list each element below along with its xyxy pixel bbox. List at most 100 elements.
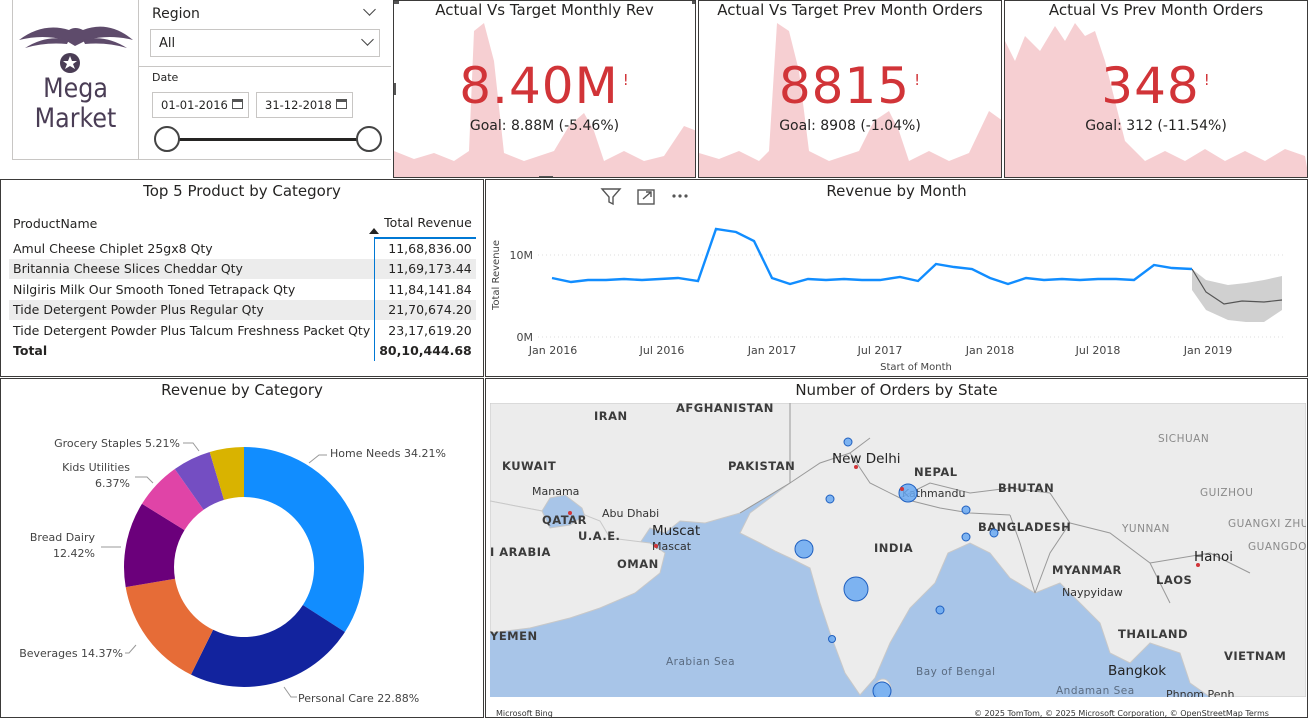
- column-header-product[interactable]: ProductName: [13, 215, 98, 231]
- slice-label-home-needs: Home Needs 34.21%: [330, 447, 446, 460]
- x-tick-label: Jan 2019: [1183, 344, 1232, 357]
- x-tick-label: Jan 2016: [528, 344, 577, 357]
- product-name: Tide Detergent Powder Plus Regular Qty: [9, 299, 375, 320]
- x-tick-label: Jul 2017: [857, 344, 903, 357]
- map-label-myanmar: MYANMAR: [1052, 563, 1122, 577]
- state-bubble[interactable]: [961, 532, 971, 542]
- capital-marker: [1196, 563, 1200, 567]
- logo-text: Mega Market: [21, 74, 131, 134]
- kpi-card-prev-month-orders[interactable]: Actual Vs Prev Month Orders 348! Goal: 3…: [1004, 0, 1308, 178]
- map-bubbles: [568, 437, 1200, 697]
- column-header-revenue[interactable]: Total Revenue: [374, 208, 476, 239]
- revenue-line: [551, 227, 1193, 286]
- state-bubble[interactable]: [794, 539, 814, 559]
- kpi-value: 8.40M!: [394, 57, 695, 115]
- map-label-kuwait: KUWAIT: [502, 459, 557, 473]
- end-date-calendar-icon[interactable]: [336, 99, 347, 109]
- capital-marker: [654, 544, 658, 548]
- donut-slice-grocery-staples[interactable]: [174, 452, 224, 510]
- leader-line: [308, 454, 327, 464]
- table-row[interactable]: Tide Detergent Powder Plus Talcum Freshn…: [9, 320, 476, 341]
- map-label-saudi-arabia: I ARABIA: [490, 545, 551, 559]
- table-row[interactable]: Tide Detergent Powder Plus Regular Qty 21…: [9, 299, 476, 320]
- start-date-calendar-icon[interactable]: [232, 99, 243, 109]
- kpi-alert-icon: !: [1203, 71, 1211, 90]
- map-label-bangkok: Bangkok: [1108, 663, 1167, 679]
- kpi-value: 8815!: [699, 57, 1001, 115]
- state-bubble[interactable]: [843, 576, 869, 602]
- kpi-title: Actual Vs Prev Month Orders: [1048, 1, 1264, 19]
- visual-title: Revenue by Month: [826, 182, 967, 200]
- state-bubble[interactable]: [828, 635, 836, 643]
- product-revenue: 11,68,836.00: [374, 238, 476, 259]
- map-label-bay-of-bengal: Bay of Bengal: [916, 666, 996, 678]
- product-revenue: 23,17,619.20: [374, 320, 476, 341]
- logo-panel: Mega Market: [12, 0, 139, 160]
- state-bubble[interactable]: [961, 505, 971, 515]
- state-bubble[interactable]: [898, 483, 918, 503]
- date-slider-end-handle[interactable]: [356, 126, 382, 152]
- y-axis-title: Total Revenue: [491, 240, 502, 311]
- table-row[interactable]: Amul Cheese Chiplet 25gx8 Qty 11,68,836.0…: [9, 238, 476, 259]
- map-land: [490, 403, 1306, 697]
- capital-marker: [854, 465, 858, 469]
- map-label-vietnam: VIETNAM: [1224, 649, 1287, 663]
- date-slider-track[interactable]: [165, 138, 370, 141]
- map-label-andaman-sea: Andaman Sea: [1056, 685, 1135, 697]
- map-label-kathmandu: Kathmandu: [902, 487, 966, 500]
- visual-header-icons: [600, 188, 688, 206]
- visual-title: Top 5 Product by Category: [143, 182, 341, 200]
- state-bubble[interactable]: [989, 528, 999, 538]
- map-label-nepal: NEPAL: [914, 465, 958, 479]
- product-name: Britannia Cheese Slices Cheddar Qty: [9, 258, 375, 279]
- kpi-alert-icon: !: [914, 71, 922, 90]
- kpi-goal: Goal: 8.88M (-5.46%): [469, 118, 620, 134]
- date-slider-start-handle[interactable]: [154, 126, 180, 152]
- map-label-muscat-local: Mascat: [652, 540, 692, 553]
- donut-slice-other[interactable]: [209, 447, 244, 500]
- state-bubble[interactable]: [843, 437, 853, 447]
- donut-slice-bread-dairy[interactable]: [124, 503, 185, 588]
- line-chart: Total Revenue 10M 0M Jan 2016 Jul 2016 J…: [491, 227, 1286, 373]
- map-label-phnom-penh: Phnom Penh: [1166, 688, 1235, 697]
- revenue-by-category-visual: Revenue by Category Home Needs 34.21% Pe…: [0, 378, 484, 718]
- capital-marker: [568, 511, 572, 515]
- product-revenue: 11,69,173.44: [374, 258, 476, 279]
- map-label-pakistan: PAKISTAN: [728, 459, 796, 473]
- table-row[interactable]: Nilgiris Milk Our Smooth Toned Tetrapack…: [9, 279, 476, 300]
- state-bubble[interactable]: [935, 605, 945, 615]
- filter-icon[interactable]: [600, 188, 622, 206]
- table-row[interactable]: Britannia Cheese Slices Cheddar Qty 11,69…: [9, 258, 476, 279]
- region-dropdown[interactable]: All: [150, 29, 380, 57]
- kpi-value-text: 8.40M: [459, 57, 619, 115]
- kpi-value-text: 8815: [778, 57, 911, 115]
- state-bubble[interactable]: [825, 494, 835, 504]
- donut-slice-home-needs[interactable]: [244, 447, 365, 632]
- sort-ascending-icon[interactable]: [369, 228, 379, 234]
- map-attribution[interactable]: © 2025 TomTom, © 2025 Microsoft Corporat…: [974, 709, 1269, 718]
- kpi-card-monthly-rev[interactable]: Actual Vs Target Monthly Rev 8.40M! Goal…: [393, 0, 696, 178]
- kpi-alert-icon: !: [622, 71, 630, 90]
- focus-mode-icon[interactable]: [637, 189, 655, 205]
- kpi-card-prev-month-orders-target[interactable]: Actual Vs Target Prev Month Orders 8815!…: [698, 0, 1002, 178]
- map-label-yemen: YEMEN: [490, 629, 538, 643]
- map-label-iran: IRAN: [594, 409, 628, 423]
- map-label-bangladesh: BANGLADESH: [978, 520, 1072, 534]
- slice-label-kids-utilities: Kids Utilities: [62, 461, 130, 474]
- donut-slice-kids-utilities[interactable]: [142, 469, 204, 531]
- map-canvas[interactable]: IRAN AFGHANISTAN PAKISTAN KUWAIT Manama …: [490, 403, 1306, 697]
- region-collapse-chevron-icon[interactable]: [363, 3, 376, 16]
- more-options-icon[interactable]: [672, 194, 688, 198]
- donut-slice-personal-care[interactable]: [191, 605, 345, 687]
- x-tick-label: Jan 2017: [747, 344, 796, 357]
- orders-by-state-map-visual: Number of Orders by State IRAN AFGHANIST…: [485, 378, 1308, 718]
- donut-slice-beverages[interactable]: [125, 578, 214, 675]
- map-label-sichuan: SICHUAN: [1158, 433, 1210, 445]
- map-label-guizhou: GUIZHOU: [1200, 487, 1254, 499]
- product-name: Nilgiris Milk Our Smooth Toned Tetrapack…: [13, 281, 296, 297]
- kpi-goal: Goal: 312 (-11.54%): [1085, 118, 1227, 134]
- y-tick-label: 0M: [517, 331, 534, 344]
- product-name: Amul Cheese Chiplet 25gx8 Qty: [13, 240, 213, 256]
- state-bubble[interactable]: [872, 681, 892, 697]
- map-label-qatar: QATAR: [542, 513, 587, 527]
